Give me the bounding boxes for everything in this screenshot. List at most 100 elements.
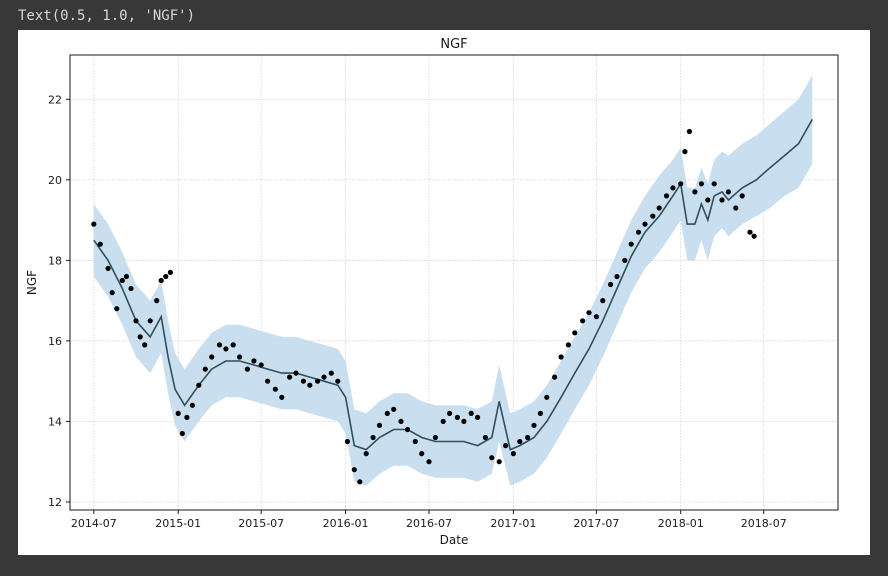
observed-point — [419, 451, 425, 457]
observed-point — [147, 318, 153, 324]
observed-point — [614, 273, 620, 280]
observed-point — [189, 402, 195, 408]
observed-point — [622, 257, 628, 263]
observed-point — [747, 229, 753, 235]
observed-point — [105, 265, 111, 271]
cell-output-text: Text(0.5, 1.0, 'NGF') — [18, 8, 196, 24]
observed-point — [293, 370, 299, 376]
x-tick-label: 2014-07 — [71, 517, 117, 530]
observed-point — [158, 277, 164, 284]
observed-point — [119, 277, 125, 284]
observed-point — [114, 306, 120, 312]
observed-point — [357, 479, 363, 485]
observed-point — [335, 378, 341, 384]
observed-point — [351, 467, 357, 473]
observed-point — [468, 410, 474, 416]
observed-point — [133, 318, 139, 324]
x-tick-label: 2016-01 — [323, 517, 369, 530]
observed-point — [376, 422, 383, 428]
observed-point — [698, 181, 705, 187]
observed-point — [565, 342, 572, 348]
observed-point — [537, 410, 544, 416]
x-axis-label: Date — [440, 533, 469, 547]
observed-point — [482, 434, 488, 441]
observed-point — [404, 426, 411, 433]
observed-point — [432, 434, 438, 441]
observed-point — [751, 233, 757, 239]
observed-point — [489, 455, 495, 461]
observed-point — [321, 374, 327, 380]
plot-frame — [69, 54, 839, 511]
prophet-forecast-chart: 2014-07 2015-01 2015-07 2016-01 2016-07 2017-… — [25, 37, 839, 547]
observed-point — [209, 354, 215, 360]
observed-point — [608, 281, 614, 288]
observed-point — [163, 273, 169, 280]
observed-point — [265, 378, 271, 384]
observed-point — [682, 149, 688, 155]
observed-point — [202, 366, 208, 372]
observed-point — [123, 273, 129, 280]
observed-point — [167, 269, 173, 275]
observed-point — [733, 205, 739, 211]
observed-point — [196, 382, 202, 388]
observed-point — [719, 197, 725, 203]
axis-ticks: 2014-07 2015-01 2015-07 2016-01 2016-07 2017-… — [48, 93, 787, 530]
x-tick-label: 2018-01 — [658, 517, 704, 530]
observed-point — [184, 414, 190, 420]
observed-point — [440, 418, 446, 424]
y-tick-label: 22 — [48, 93, 62, 106]
observed-point — [398, 418, 404, 424]
observed-point — [525, 434, 531, 441]
observed-point — [251, 358, 257, 364]
observed-point — [307, 382, 313, 388]
observed-point — [656, 205, 662, 211]
observed-point — [230, 342, 236, 348]
observed-point — [447, 410, 453, 416]
observed-point — [142, 342, 148, 348]
observed-point — [670, 185, 676, 191]
observed-point — [344, 438, 350, 445]
y-tick-label: 18 — [48, 254, 62, 267]
observed-point — [517, 438, 523, 445]
forecast-line — [93, 119, 813, 451]
x-tick-label: 2018-07 — [741, 517, 787, 530]
observed-point — [593, 314, 600, 320]
observed-point — [686, 128, 693, 135]
observed-point — [287, 374, 293, 380]
x-tick-label: 2015-07 — [238, 517, 284, 530]
observed-point — [572, 330, 578, 336]
observed-point — [461, 418, 467, 424]
x-tick-label: 2017-01 — [490, 517, 536, 530]
observed-point — [272, 386, 278, 392]
observed-points — [91, 128, 757, 485]
y-tick-label: 14 — [48, 415, 62, 428]
observed-point — [279, 394, 285, 400]
observed-point — [370, 434, 376, 441]
uncertainty-band — [93, 75, 813, 486]
observed-point — [384, 410, 390, 416]
observed-point — [175, 410, 181, 416]
observed-point — [91, 221, 97, 227]
observed-point — [503, 443, 509, 449]
observed-point — [678, 181, 684, 187]
y-tick-label: 12 — [48, 496, 62, 509]
observed-point — [412, 438, 418, 445]
y-axis-label: NGF — [25, 270, 39, 295]
observed-point — [496, 459, 502, 465]
observed-point — [705, 197, 711, 203]
observed-point — [628, 241, 634, 247]
observed-point — [128, 285, 134, 292]
chart-figure: 2014-07 2015-01 2015-07 2016-01 2016-07 2017-… — [18, 30, 870, 555]
observed-point — [475, 414, 481, 420]
x-tick-label: 2015-01 — [155, 517, 201, 530]
observed-point — [244, 366, 250, 372]
observed-point — [328, 370, 334, 376]
observed-point — [223, 346, 229, 352]
observed-point — [97, 241, 103, 247]
observed-point — [426, 459, 432, 465]
observed-point — [391, 406, 397, 412]
y-tick-label: 20 — [48, 174, 62, 187]
observed-point — [154, 298, 160, 304]
observed-point — [711, 181, 717, 187]
observed-point — [300, 378, 306, 384]
